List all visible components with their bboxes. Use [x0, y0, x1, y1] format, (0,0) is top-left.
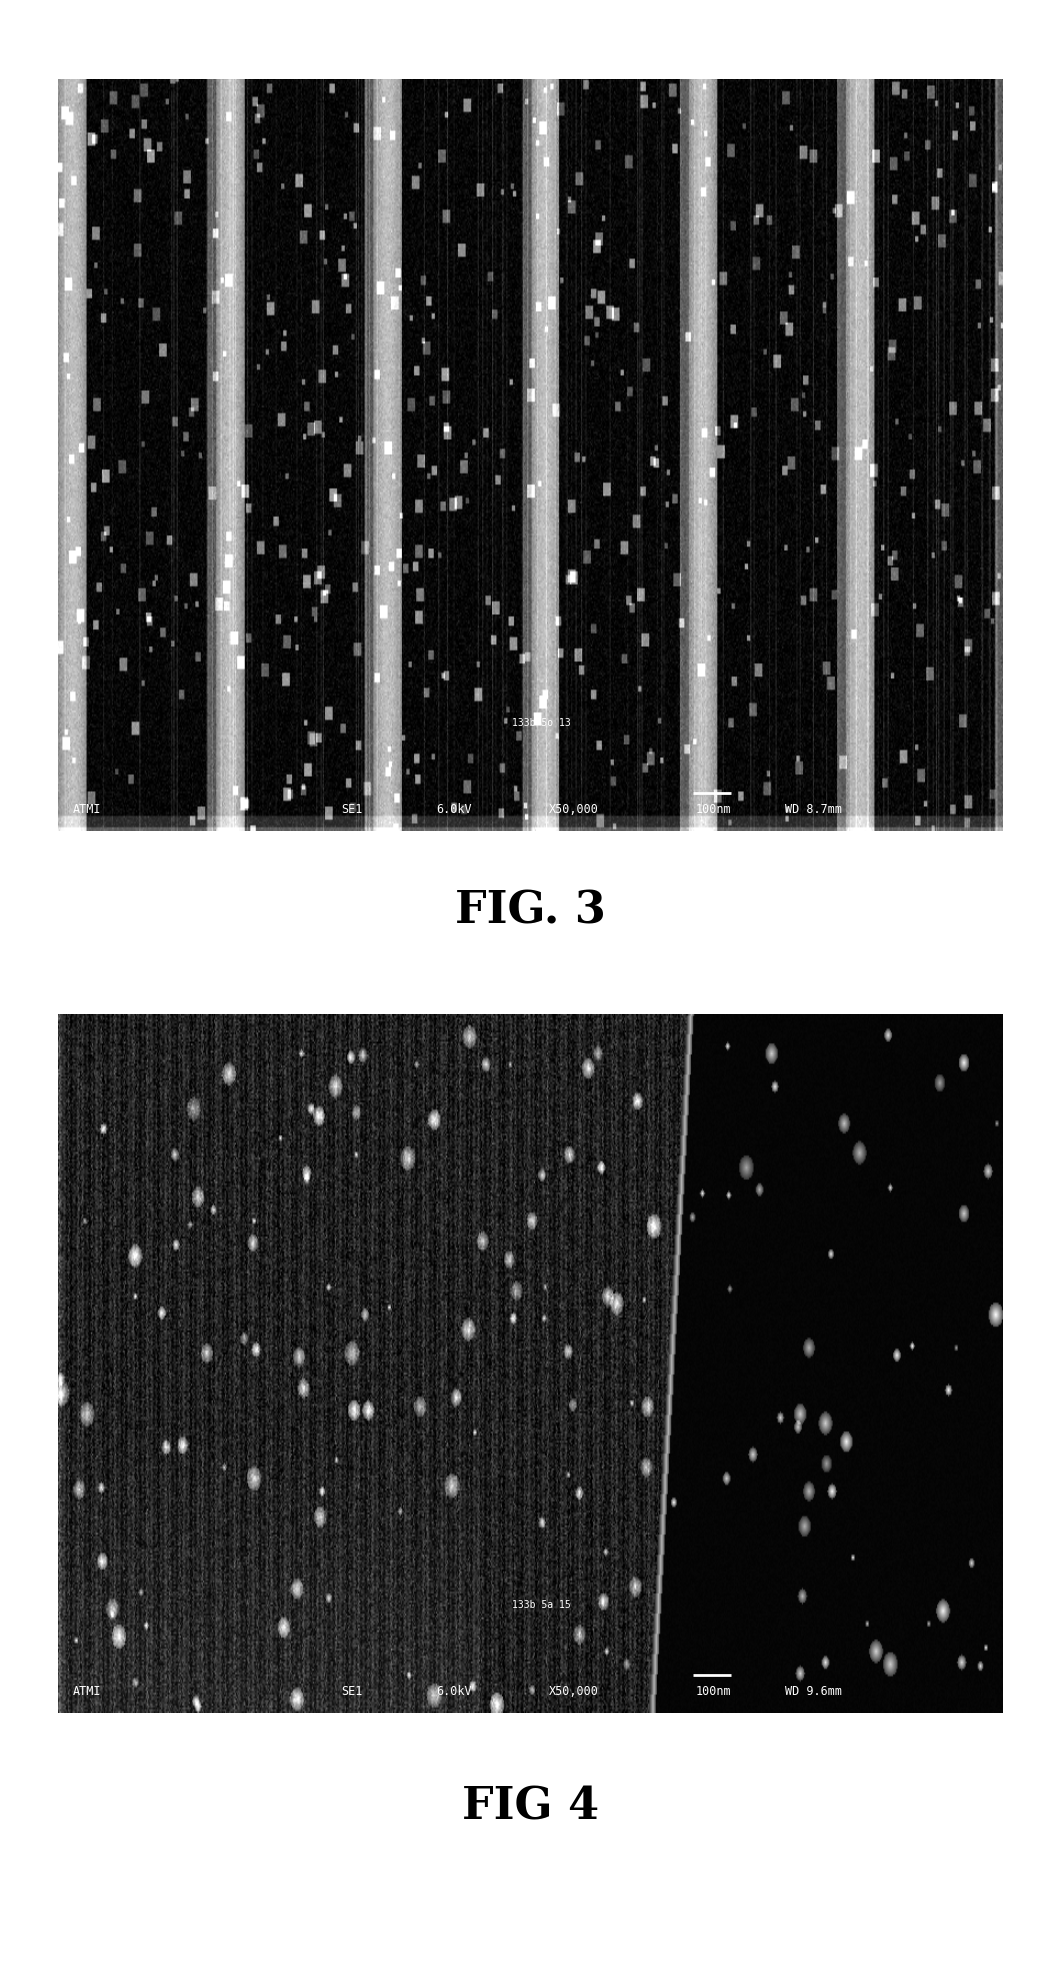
Text: ATMI: ATMI — [72, 1685, 101, 1697]
Text: 6.0kV: 6.0kV — [436, 803, 472, 815]
Text: WD 9.6mm: WD 9.6mm — [785, 1685, 842, 1697]
Text: 100nm: 100nm — [696, 1685, 731, 1697]
Text: 133b 5o 13: 133b 5o 13 — [511, 717, 571, 729]
Text: SE1: SE1 — [342, 803, 363, 815]
Text: FIG 4: FIG 4 — [462, 1786, 599, 1827]
Text: 133b 5a 15: 133b 5a 15 — [511, 1599, 571, 1611]
Text: 6.0kV: 6.0kV — [436, 1685, 472, 1697]
Text: FIG. 3: FIG. 3 — [455, 890, 606, 931]
Text: 100nm: 100nm — [696, 803, 731, 815]
Text: ATMI: ATMI — [72, 803, 101, 815]
Text: X50,000: X50,000 — [550, 803, 599, 815]
Text: X50,000: X50,000 — [550, 1685, 599, 1697]
Text: SE1: SE1 — [342, 1685, 363, 1697]
Text: WD 8.7mm: WD 8.7mm — [785, 803, 842, 815]
